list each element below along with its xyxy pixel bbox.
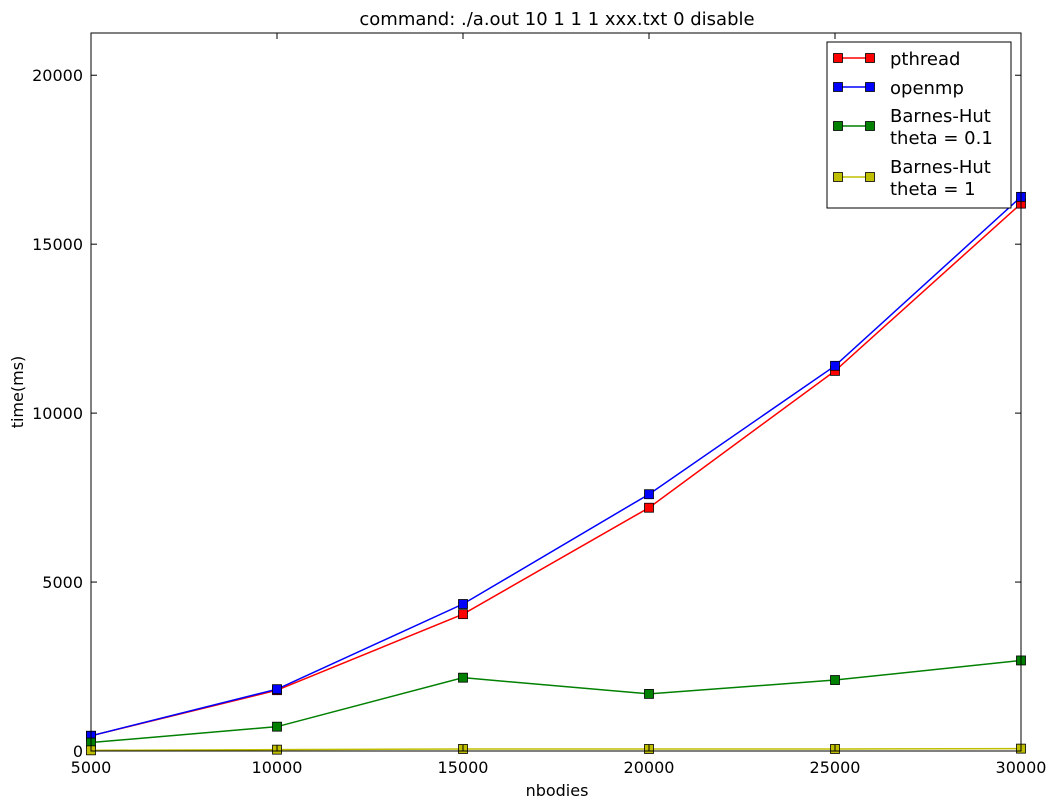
y-tick-label: 15000: [32, 235, 83, 254]
plot-frame: [90, 32, 1022, 752]
data-point: [644, 689, 654, 699]
legend-label: theta = 1: [890, 179, 976, 200]
data-point: [644, 489, 654, 500]
series-line-2: [90, 196, 1022, 737]
series-line-1: [90, 203, 1022, 737]
legend-marker: [865, 53, 875, 63]
y-tick-label: 0: [73, 742, 83, 761]
legend-label: Barnes-Hut: [890, 157, 991, 178]
axis-ticks: 5000 10000 15000 20000 25000 3000005000100001…: [32, 33, 1046, 777]
data-point: [830, 360, 840, 371]
y-tick-label: 10000: [32, 404, 83, 423]
x-tick-label: 15000: [438, 758, 489, 777]
x-tick-label: 10000: [252, 758, 303, 777]
legend-label: pthread: [890, 49, 960, 70]
series-line-4: [90, 747, 1022, 752]
y-tick-label: 20000: [32, 66, 83, 85]
data-point: [644, 502, 654, 513]
series-line-3: [90, 659, 1022, 744]
y-tick-label: 5000: [42, 573, 83, 592]
legend-marker: [865, 121, 875, 131]
data-point: [458, 609, 468, 620]
legend-marker: [833, 172, 843, 182]
legend-label: theta = 0.1: [890, 128, 993, 149]
legend-marker: [865, 82, 875, 92]
legend-marker: [865, 172, 875, 182]
plot-area: [86, 191, 1026, 756]
legend-marker: [833, 82, 843, 92]
legend-box: [826, 41, 1012, 209]
x-tick-label: 30000: [996, 758, 1047, 777]
x-tick-label: 5000: [71, 758, 112, 777]
x-tick-label: 20000: [624, 758, 675, 777]
legend-marker: [833, 53, 843, 63]
x-tick-label: 25000: [810, 758, 861, 777]
data-point: [272, 721, 282, 732]
y-axis-label: time(ms): [8, 356, 27, 429]
legend-label: Barnes-Hut: [890, 106, 991, 127]
x-axis-label: nbodies: [526, 781, 589, 800]
data-point: [458, 599, 468, 609]
data-point: [272, 684, 282, 695]
chart-title: command: ./a.out 10 1 1 1 xxx.txt 0 disa…: [359, 9, 754, 30]
legend-label: openmp: [890, 78, 964, 99]
data-point: [458, 672, 468, 683]
data-point: [830, 675, 840, 685]
legend-marker: [833, 121, 843, 131]
